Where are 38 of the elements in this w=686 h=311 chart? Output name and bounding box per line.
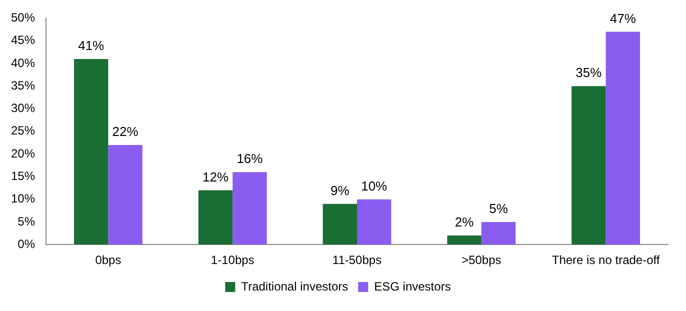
bar bbox=[198, 190, 233, 245]
x-tick-label: 0bps bbox=[95, 253, 122, 268]
y-tick-label: 20% bbox=[10, 146, 36, 160]
y-tick-label: 50% bbox=[10, 10, 36, 25]
bar bbox=[232, 172, 267, 245]
data-label: 9% bbox=[330, 182, 350, 198]
data-label: 5% bbox=[489, 201, 508, 216]
data-label: 10% bbox=[361, 178, 388, 194]
legend-label: ESG investors bbox=[374, 279, 451, 294]
bar bbox=[322, 204, 358, 245]
x-tick-label: >50bps bbox=[462, 253, 502, 268]
y-tick-label: 45% bbox=[10, 33, 36, 48]
data-label: 35% bbox=[576, 65, 602, 80]
y-tick-label: 40% bbox=[10, 56, 36, 70]
bar bbox=[572, 86, 606, 245]
y-tick-label: 5% bbox=[18, 214, 36, 228]
data-label: 2% bbox=[454, 214, 474, 230]
bar bbox=[74, 58, 108, 245]
bar bbox=[447, 236, 482, 245]
data-label: 41% bbox=[78, 38, 105, 54]
x-tick-label: 1-10bps bbox=[210, 253, 254, 268]
data-label: 22% bbox=[112, 124, 139, 140]
x-tick-label: There is no trade-off bbox=[552, 253, 660, 268]
bar bbox=[357, 199, 392, 245]
data-label: 16% bbox=[236, 151, 264, 166]
bar bbox=[108, 144, 142, 245]
y-tick-label: 25% bbox=[10, 124, 36, 138]
y-tick-label: 15% bbox=[10, 168, 36, 183]
y-tick-label: 35% bbox=[10, 78, 36, 92]
bar bbox=[606, 32, 640, 245]
x-tick-label: 11-50bps bbox=[332, 253, 382, 268]
bar bbox=[481, 222, 516, 245]
y-tick-label: 0% bbox=[18, 236, 36, 251]
data-label: 47% bbox=[610, 10, 636, 26]
data-label: 12% bbox=[202, 169, 229, 184]
y-tick-label: 10% bbox=[10, 192, 36, 206]
legend-label: Traditional investors bbox=[241, 279, 348, 294]
y-tick-label: 30% bbox=[10, 101, 36, 116]
